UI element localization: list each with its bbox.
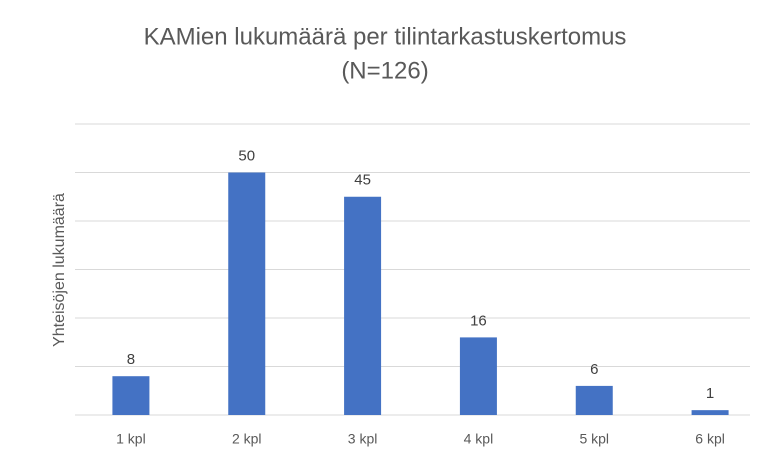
bar [112, 376, 150, 415]
data-label: 6 [590, 361, 598, 378]
x-tick-label: 6 kpl [695, 431, 725, 447]
data-label: 50 [238, 147, 255, 164]
x-tick-label: 3 kpl [348, 431, 378, 447]
bar [228, 172, 266, 415]
x-tick-label: 5 kpl [579, 431, 609, 447]
data-label: 45 [354, 172, 371, 189]
bar [691, 410, 729, 415]
chart-title: KAMien lukumäärä per tilintarkastuskerto… [144, 23, 627, 50]
x-tick-label: 2 kpl [232, 431, 262, 447]
data-label: 8 [127, 351, 135, 368]
x-tick-label: 4 kpl [464, 431, 494, 447]
bar [459, 337, 497, 415]
data-label: 1 [706, 385, 714, 402]
chart-title: (N=126) [341, 57, 428, 84]
y-axis-label: Yhteisöjen lukumäärä [51, 193, 68, 347]
bar [575, 385, 613, 415]
bar [344, 196, 382, 415]
x-tick-label: 1 kpl [116, 431, 146, 447]
data-label: 16 [470, 312, 487, 329]
